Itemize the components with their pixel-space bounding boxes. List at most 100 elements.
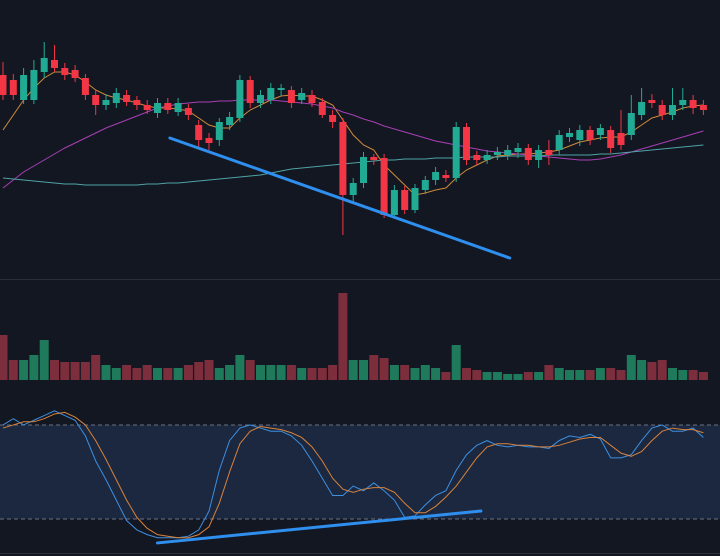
- candle-body: [576, 130, 584, 140]
- candle-body: [92, 95, 100, 105]
- candle-body: [390, 190, 398, 215]
- candle-body: [627, 113, 635, 135]
- trend-line: [168, 136, 512, 260]
- volume-bar: [29, 355, 39, 380]
- volume-bar: [451, 345, 461, 380]
- volume-bar: [338, 293, 348, 380]
- candle-body: [164, 103, 172, 110]
- volume-bar: [70, 362, 80, 380]
- candle-body: [535, 150, 543, 160]
- volume-bar: [225, 365, 235, 380]
- volume-bar: [626, 355, 636, 380]
- candle-body: [555, 135, 563, 150]
- volume-bar: [142, 365, 152, 380]
- volume-bar: [80, 362, 90, 380]
- volume-bar: [585, 370, 595, 380]
- candle-body: [195, 125, 203, 140]
- candle-body: [504, 150, 512, 155]
- candle-body: [401, 190, 409, 210]
- volume-bar: [256, 365, 265, 380]
- candle-body: [81, 78, 89, 95]
- candle-body: [133, 100, 141, 105]
- volume-bar: [317, 368, 327, 380]
- volume-bar: [647, 362, 657, 380]
- candle-body: [566, 133, 573, 137]
- volume-bar: [194, 362, 204, 380]
- volume-bar: [173, 368, 183, 380]
- candle-body: [154, 103, 161, 113]
- candle-body: [123, 95, 131, 102]
- volume-bar: [369, 355, 379, 380]
- volume-bar: [688, 370, 698, 380]
- volume-bar: [8, 360, 18, 380]
- volume-bar: [379, 358, 389, 380]
- candle-body: [215, 122, 223, 140]
- candle-body: [236, 80, 244, 118]
- candle-body: [143, 105, 151, 110]
- indicator-line: [2, 411, 704, 539]
- candle-body: [617, 133, 625, 145]
- volume-bar: [276, 365, 286, 380]
- volume-bar: [359, 360, 368, 380]
- candle-body: [267, 88, 275, 100]
- candle-body: [308, 95, 316, 103]
- volume-bar: [410, 368, 420, 380]
- candle-body: [689, 100, 697, 108]
- volume-bar: [462, 368, 471, 380]
- volume-bar: [678, 370, 688, 380]
- candle-body: [226, 117, 234, 125]
- volume-bar: [441, 372, 451, 380]
- volume-bar: [348, 360, 358, 380]
- volume-bar: [482, 372, 492, 380]
- candle-body: [71, 70, 79, 78]
- candle-body: [514, 148, 522, 152]
- volume-bar: [111, 368, 121, 380]
- candle-body: [699, 105, 707, 110]
- candle-body: [596, 128, 604, 135]
- candle-body: [473, 155, 481, 160]
- candle-body: [339, 122, 347, 195]
- volume-bar: [307, 368, 317, 380]
- volume-bar: [245, 360, 255, 380]
- candle-body: [380, 158, 388, 215]
- volume-bar: [297, 368, 307, 380]
- volume-bar: [19, 360, 29, 380]
- candle-body: [524, 148, 532, 160]
- candle-body: [9, 80, 17, 95]
- candle-body: [257, 95, 264, 103]
- candle-body: [432, 172, 440, 180]
- candle-body: [586, 130, 594, 140]
- volume-bar: [534, 372, 544, 380]
- candle-body: [205, 138, 213, 143]
- candle-body: [298, 93, 306, 100]
- volume-bar: [698, 372, 708, 380]
- volume-bar: [431, 368, 441, 380]
- volume-bar: [50, 360, 59, 380]
- candle-body: [174, 103, 182, 112]
- indicator-line: [2, 410, 704, 539]
- candle-body: [545, 150, 553, 155]
- volume-bar: [0, 335, 8, 380]
- candle-body: [411, 188, 419, 210]
- volume-bar: [163, 368, 173, 380]
- candle-body: [360, 157, 367, 183]
- candle-body: [658, 105, 666, 115]
- volume-bar: [328, 365, 338, 380]
- candle-body: [442, 175, 450, 178]
- volume-bar: [39, 340, 49, 380]
- indicator-line: [2, 144, 704, 186]
- oscillator-band: [0, 424, 720, 519]
- volume-bar: [523, 372, 533, 380]
- volume-bar: [286, 365, 296, 380]
- candle-body: [112, 93, 120, 103]
- candle-body: [638, 102, 646, 115]
- volume-bar: [657, 360, 667, 380]
- candle-body: [421, 180, 429, 190]
- volume-bar: [595, 368, 605, 380]
- volume-bar: [400, 365, 410, 380]
- volume-bar: [637, 360, 647, 380]
- volume-bar: [492, 372, 502, 380]
- candle-body: [648, 100, 656, 103]
